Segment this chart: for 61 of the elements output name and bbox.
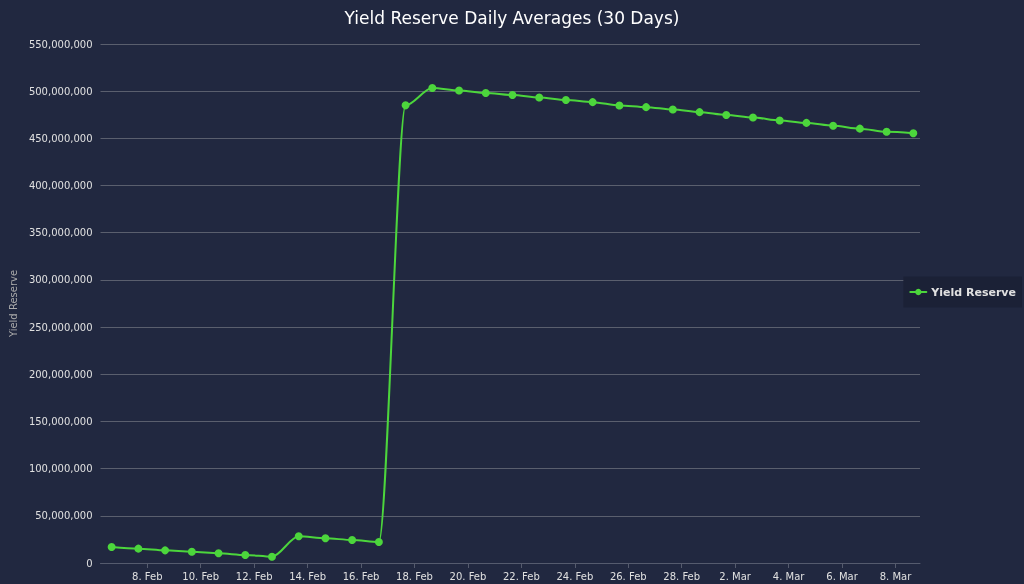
y-tick-label: 150,000,000	[28, 415, 93, 427]
point	[722, 110, 731, 119]
point	[214, 549, 223, 558]
y-tick-label: 250,000,000	[28, 321, 93, 333]
x-tick-label: 20. Feb	[449, 570, 487, 582]
point	[588, 98, 597, 107]
x-tick-label: 2. Mar	[719, 570, 752, 582]
x-tick-label: 12. Feb	[235, 570, 273, 582]
point	[642, 103, 651, 112]
x-tick-label: 10. Feb	[182, 570, 220, 582]
point	[802, 118, 811, 127]
y-tick-label: 350,000,000	[28, 227, 93, 239]
x-tick-label: 6. Mar	[826, 570, 859, 582]
point	[241, 550, 250, 559]
y-tick-label: 0	[86, 557, 93, 569]
x-tick-label: 26. Feb	[609, 570, 647, 582]
point	[909, 129, 918, 138]
x-tick-label: 8. Mar	[879, 570, 913, 582]
point	[428, 83, 437, 92]
point	[401, 101, 410, 110]
point	[267, 552, 276, 561]
y-tick-label: 450,000,000	[28, 132, 93, 144]
point	[748, 113, 757, 122]
point	[455, 86, 464, 95]
point	[107, 542, 116, 551]
point	[481, 88, 490, 97]
point	[321, 534, 330, 543]
y-tick-label: 50,000,000	[35, 510, 93, 522]
chart-title: Yield Reserve Daily Averages (30 Days)	[343, 7, 680, 28]
point	[187, 547, 196, 556]
point	[615, 101, 624, 110]
x-tick-label: 24. Feb	[556, 570, 594, 582]
x-tick-label: 4. Mar	[772, 570, 806, 582]
point	[348, 535, 357, 544]
y-tick-label: 400,000,000	[28, 180, 93, 192]
point	[829, 121, 838, 130]
x-tick-label: 16. Feb	[342, 570, 380, 582]
point	[161, 546, 170, 555]
x-tick-label: 28. Feb	[663, 570, 701, 582]
legend-label: Yield Reserve	[930, 285, 1017, 299]
x-tick-label: 14. Feb	[289, 570, 327, 582]
point	[668, 105, 677, 114]
x-tick-label: 8. Feb	[132, 570, 163, 582]
point	[294, 532, 303, 541]
point	[775, 116, 784, 125]
y-tick-label: 100,000,000	[28, 463, 93, 475]
point	[508, 91, 517, 100]
point	[561, 96, 570, 105]
y-tick-label: 500,000,000	[28, 85, 93, 97]
point	[882, 127, 891, 136]
point	[134, 544, 143, 553]
x-tick-label: 18. Feb	[396, 570, 433, 582]
y-axis-title: Yield Reserve	[7, 269, 19, 339]
point	[535, 93, 544, 102]
point	[374, 537, 383, 546]
point	[695, 108, 704, 117]
x-tick-label: 22. Feb	[502, 570, 540, 582]
y-tick-label: 550,000,000	[28, 38, 93, 50]
y-tick-label: 300,000,000	[28, 274, 93, 286]
point	[855, 124, 864, 133]
y-tick-label: 200,000,000	[28, 368, 93, 380]
